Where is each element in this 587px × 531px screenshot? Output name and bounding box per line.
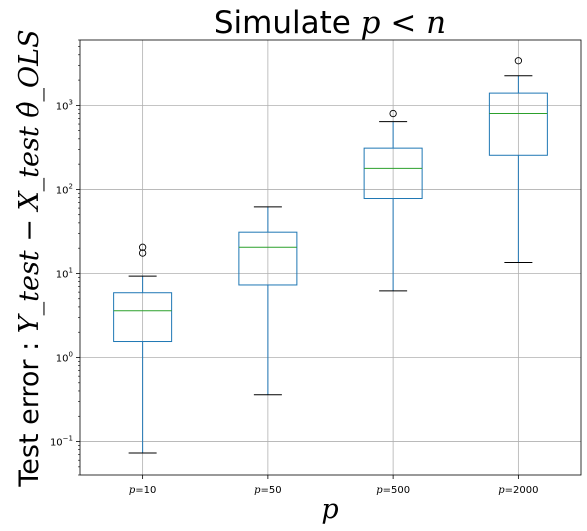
- x-tick-value: =50: [261, 485, 282, 496]
- y-tick-label: 10−1: [50, 435, 73, 449]
- plot-frame: [79, 39, 582, 476]
- iqr-box: [113, 292, 173, 343]
- y-tick-base: 10: [56, 269, 69, 280]
- x-tick-value: =2000: [505, 485, 539, 496]
- y-axis-label-text: Test error :: [14, 333, 45, 487]
- y-tick-exponent: 2: [69, 182, 73, 190]
- y-tick-label: 101: [56, 266, 73, 280]
- box-1: [113, 243, 173, 454]
- title-math: p < n: [361, 5, 447, 41]
- y-tick-exponent: −1: [63, 435, 73, 443]
- outlier-point: [138, 249, 147, 257]
- x-tick-value: =10: [135, 485, 156, 496]
- y-tick-exponent: 0: [69, 351, 73, 359]
- x-tick-label: p=500: [376, 485, 410, 496]
- grid-lines: [80, 40, 581, 475]
- y-tick-base: 10: [56, 185, 69, 196]
- x-tick-label: p=50: [254, 485, 282, 496]
- x-tick-value: =500: [383, 485, 410, 496]
- x-tick-variable: p: [254, 485, 261, 496]
- box-elements: [113, 57, 548, 454]
- x-axis-ticks: p=10 p=50 p=500 p=2000: [129, 475, 538, 496]
- outlier-point: [514, 57, 523, 65]
- x-tick-variable: p: [129, 485, 136, 496]
- iqr-box: [363, 147, 423, 200]
- x-axis-label: p: [321, 494, 338, 525]
- y-tick-label: 102: [56, 182, 73, 196]
- y-axis-label: Test error : Y_test − X_test θ̂_OLS: [14, 29, 45, 487]
- chart-title: Simulate p < n: [214, 5, 446, 41]
- y-tick-base: 10: [56, 354, 69, 365]
- x-tick-variable: p: [498, 485, 505, 496]
- box-3: [363, 109, 423, 292]
- outlier-point: [138, 243, 147, 251]
- x-tick-label: p=10: [129, 485, 157, 496]
- y-tick-label: 100: [56, 351, 73, 365]
- box-2: [238, 206, 298, 396]
- y-axis-label-math: Y_test − X_test θ̂_OLS: [14, 29, 45, 333]
- y-tick-label: 103: [56, 98, 73, 112]
- box-4: [488, 57, 548, 264]
- x-tick-variable: p: [376, 485, 383, 496]
- y-tick-base: 10: [50, 438, 63, 449]
- iqr-box: [238, 231, 298, 286]
- outlier-point: [389, 109, 397, 118]
- y-tick-base: 10: [56, 101, 69, 112]
- title-prefix: Simulate: [214, 5, 361, 41]
- y-tick-exponent: 1: [69, 266, 73, 274]
- y-tick-exponent: 3: [69, 98, 73, 106]
- x-tick-label: p=2000: [498, 485, 538, 496]
- iqr-box: [488, 92, 548, 156]
